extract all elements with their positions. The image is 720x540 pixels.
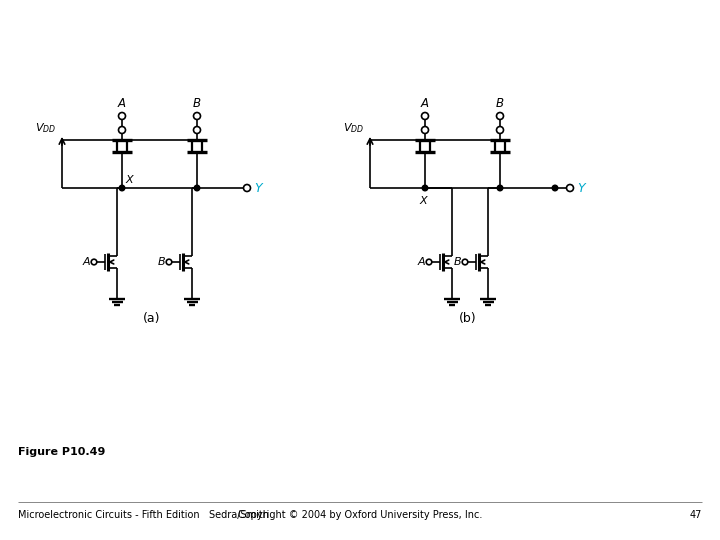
Text: A: A: [421, 97, 429, 110]
Circle shape: [194, 185, 200, 191]
Text: Y: Y: [254, 181, 261, 194]
Circle shape: [422, 185, 428, 191]
Circle shape: [498, 185, 503, 191]
Text: A: A: [118, 97, 126, 110]
Text: Figure P10.49: Figure P10.49: [18, 447, 105, 457]
Text: 47: 47: [690, 510, 702, 520]
Text: B: B: [496, 97, 504, 110]
Text: X: X: [125, 175, 132, 185]
Circle shape: [552, 185, 558, 191]
Text: $V_{DD}$: $V_{DD}$: [343, 121, 364, 135]
Text: B: B: [193, 97, 201, 110]
Text: B: B: [454, 257, 461, 267]
Text: (b): (b): [459, 312, 477, 325]
Text: $V_{DD}$: $V_{DD}$: [35, 121, 56, 135]
Text: B: B: [158, 257, 165, 267]
Text: A: A: [418, 257, 425, 267]
Circle shape: [120, 185, 125, 191]
Text: Microelectronic Circuits - Fifth Edition   Sedra/Smith: Microelectronic Circuits - Fifth Edition…: [18, 510, 269, 520]
Text: X: X: [419, 196, 427, 206]
Text: (a): (a): [143, 312, 161, 325]
Text: Copyright © 2004 by Oxford University Press, Inc.: Copyright © 2004 by Oxford University Pr…: [238, 510, 482, 520]
Text: Y: Y: [577, 181, 585, 194]
Text: A: A: [82, 257, 90, 267]
